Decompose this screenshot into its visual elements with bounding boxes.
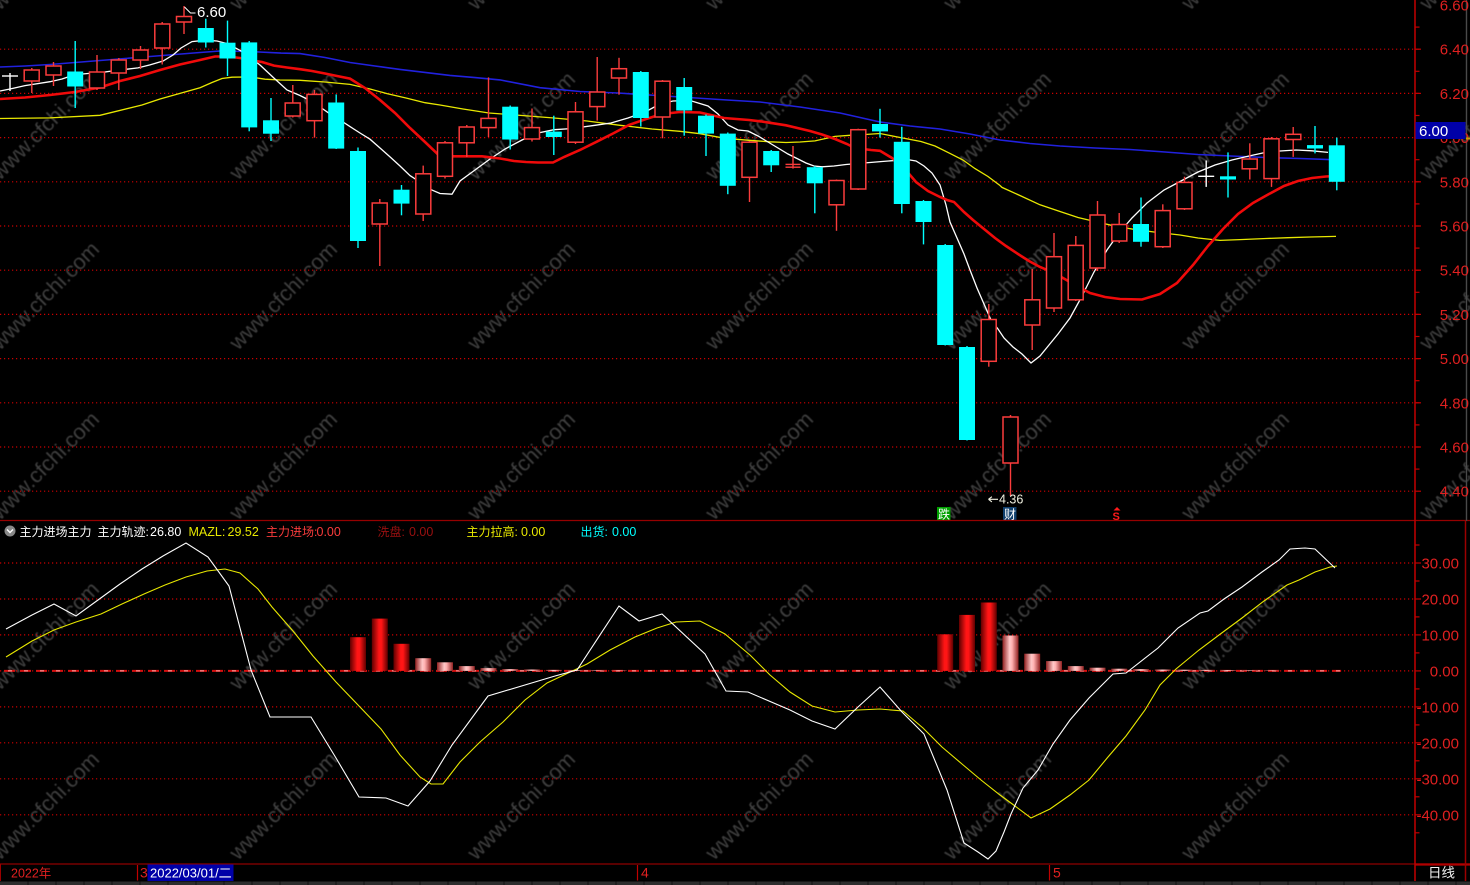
svg-text:0.00: 0.00 <box>409 525 433 539</box>
svg-text:0.00: 0.00 <box>317 525 341 539</box>
svg-text:5.60: 5.60 <box>1440 219 1469 236</box>
svg-text:0.00: 0.00 <box>612 525 636 539</box>
svg-text:洗盘:: 洗盘: <box>378 524 405 539</box>
svg-text:主力轨迹:: 主力轨迹: <box>98 525 149 539</box>
svg-text:-30.00: -30.00 <box>1416 771 1459 788</box>
svg-text:0.00: 0.00 <box>521 525 545 539</box>
svg-text:6.00: 6.00 <box>1419 123 1448 140</box>
svg-text:主力进场:: 主力进场: <box>266 525 317 539</box>
svg-text:5.40: 5.40 <box>1440 263 1469 280</box>
svg-text:4: 4 <box>641 865 649 881</box>
svg-text:5.20: 5.20 <box>1440 307 1469 324</box>
svg-text:4.80: 4.80 <box>1440 395 1469 412</box>
svg-text:-10.00: -10.00 <box>1416 699 1459 716</box>
svg-text:跌: 跌 <box>938 507 950 522</box>
svg-text:0.00: 0.00 <box>1430 663 1459 680</box>
svg-text:6.60: 6.60 <box>1440 0 1469 15</box>
svg-text:2022年: 2022年 <box>11 867 51 881</box>
svg-text:主力进场主力: 主力进场主力 <box>20 525 92 539</box>
svg-text:5: 5 <box>1053 865 1061 881</box>
svg-text:4.40: 4.40 <box>1440 484 1469 501</box>
svg-text:30.00: 30.00 <box>1421 556 1459 573</box>
svg-text:29.52: 29.52 <box>228 525 259 539</box>
svg-text:2022/03/01/二: 2022/03/01/二 <box>150 866 232 881</box>
svg-text:6.40: 6.40 <box>1440 42 1469 59</box>
svg-text:出货:: 出货: <box>581 524 608 539</box>
svg-text:6.20: 6.20 <box>1440 86 1469 103</box>
svg-text:4.60: 4.60 <box>1440 440 1469 457</box>
svg-text:财: 财 <box>1004 508 1016 522</box>
svg-text:5.80: 5.80 <box>1440 174 1469 191</box>
svg-text:日线: 日线 <box>1428 866 1455 881</box>
svg-text:MAZL:: MAZL: <box>189 525 226 539</box>
svg-text:S: S <box>1113 511 1120 523</box>
svg-text:主力拉高:: 主力拉高: <box>467 524 518 539</box>
svg-text:4.36: 4.36 <box>999 493 1023 507</box>
svg-text:26.80: 26.80 <box>150 525 181 539</box>
svg-text:-20.00: -20.00 <box>1416 735 1459 752</box>
svg-text:6.60: 6.60 <box>197 4 226 21</box>
svg-text:3: 3 <box>140 865 148 881</box>
svg-text:20.00: 20.00 <box>1421 592 1459 609</box>
svg-text:10.00: 10.00 <box>1421 627 1459 644</box>
svg-text:5.00: 5.00 <box>1440 351 1469 368</box>
svg-text:-40.00: -40.00 <box>1416 807 1459 824</box>
